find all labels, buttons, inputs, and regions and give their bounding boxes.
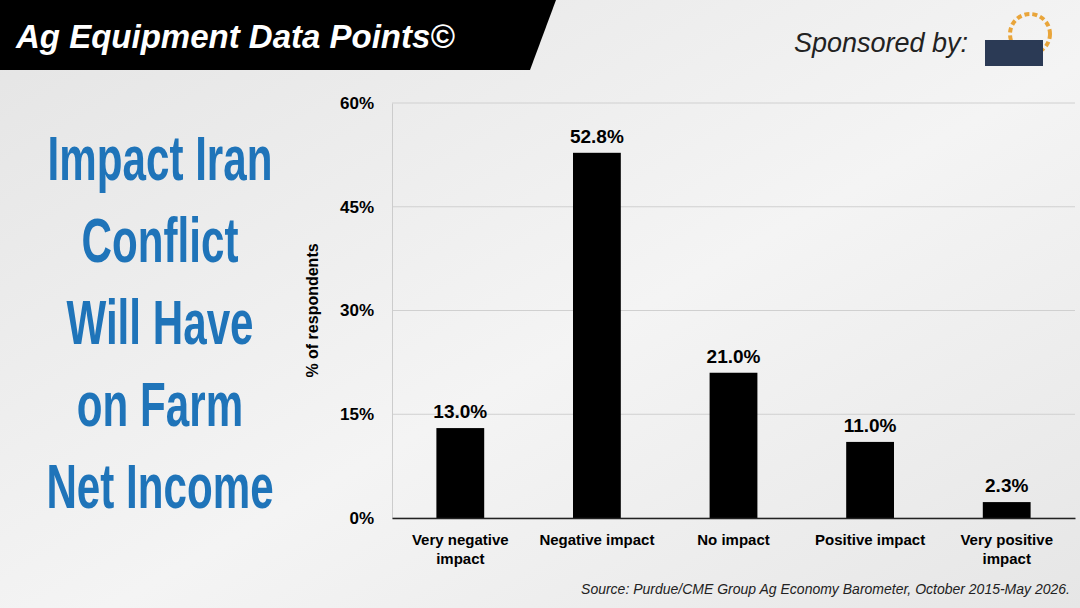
bar bbox=[983, 502, 1031, 518]
sponsor-text: Sponsored by: bbox=[794, 28, 968, 58]
data-label: 21.0% bbox=[707, 346, 761, 367]
y-axis-title: % of respondents bbox=[304, 243, 321, 377]
y-axis-line bbox=[392, 104, 393, 519]
data-label: 13.0% bbox=[433, 401, 487, 422]
bar bbox=[573, 153, 621, 518]
x-tick: Negative impact bbox=[539, 518, 654, 548]
x-tick-label-line: impact bbox=[436, 550, 484, 567]
data-label: 52.8% bbox=[570, 126, 624, 147]
source: Source: Purdue/CME Group Ag Economy Baro… bbox=[581, 581, 1070, 597]
header-text: Ag Equipment Data Points© bbox=[15, 18, 455, 55]
bar bbox=[710, 373, 758, 518]
x-tick-label-line: Very positive bbox=[960, 531, 1053, 548]
x-tick-label-line: Positive impact bbox=[815, 531, 925, 548]
chart: Ag Equipment Data Points© Sponsored by: Im… bbox=[0, 0, 1080, 608]
x-tick-label: Negative impact bbox=[539, 531, 654, 548]
grid bbox=[392, 103, 1075, 518]
title-line: Conflict bbox=[82, 206, 239, 275]
y-tick-label: 45% bbox=[340, 198, 374, 217]
grid-line bbox=[392, 103, 1075, 104]
y-tick-label: 30% bbox=[340, 301, 374, 320]
title: Impact Iran Conflict Will Have on Farm Net I… bbox=[46, 124, 273, 521]
title-group: Impact Iran Conflict Will Have on Farm Net I… bbox=[46, 124, 273, 521]
y-tick: 15% bbox=[340, 405, 392, 424]
x-tick: Very negative impact bbox=[412, 518, 509, 567]
y-tick: 45% bbox=[340, 198, 392, 217]
x-tick-label: Very positive impact bbox=[960, 531, 1053, 568]
x-tick: Very positive impact bbox=[960, 518, 1053, 567]
logo-block bbox=[985, 40, 1043, 66]
x-tick: No impact bbox=[697, 518, 770, 548]
x-tick: Positive impact bbox=[815, 518, 925, 548]
title-line: on Farm bbox=[77, 370, 243, 439]
x-axis-line bbox=[393, 518, 1076, 520]
data-label: 11.0% bbox=[844, 415, 897, 436]
y-tick: 0% bbox=[349, 509, 392, 528]
x-tick-label: Very negative impact bbox=[412, 531, 509, 568]
bar bbox=[846, 442, 894, 518]
bar bbox=[436, 428, 484, 518]
background bbox=[0, 0, 1080, 608]
data-labels: 13.0% 52.8% 21.0% 11.0% 2.3% bbox=[433, 126, 1028, 496]
x-tick-label-line: Negative impact bbox=[539, 531, 654, 548]
x-tick-label: Positive impact bbox=[815, 531, 925, 548]
y-tick: 60% bbox=[340, 94, 392, 113]
x-tick-label-line: impact bbox=[983, 550, 1031, 567]
y-tick-label: 15% bbox=[340, 405, 374, 424]
bars bbox=[436, 153, 1030, 518]
x-tick-label-line: Very negative bbox=[412, 531, 509, 548]
y-axis: 0% 15% 30% 45% 60% bbox=[340, 94, 393, 528]
grid-line bbox=[392, 310, 1075, 311]
title-line: Net Income bbox=[46, 452, 273, 521]
y-tick-label: 60% bbox=[340, 94, 374, 113]
title-line: Impact Iran bbox=[48, 124, 273, 193]
grid-line bbox=[392, 206, 1075, 207]
title-line: Will Have bbox=[66, 288, 253, 357]
header-banner bbox=[0, 0, 556, 70]
x-axis: Very negative impact Negative impact No imp… bbox=[393, 518, 1076, 567]
x-tick-label-line: No impact bbox=[697, 531, 770, 548]
sponsor-logo bbox=[985, 14, 1050, 66]
data-label: 2.3% bbox=[985, 475, 1028, 496]
y-tick-label: 0% bbox=[349, 509, 374, 528]
x-tick-label: No impact bbox=[697, 531, 770, 548]
y-tick: 30% bbox=[340, 301, 392, 320]
